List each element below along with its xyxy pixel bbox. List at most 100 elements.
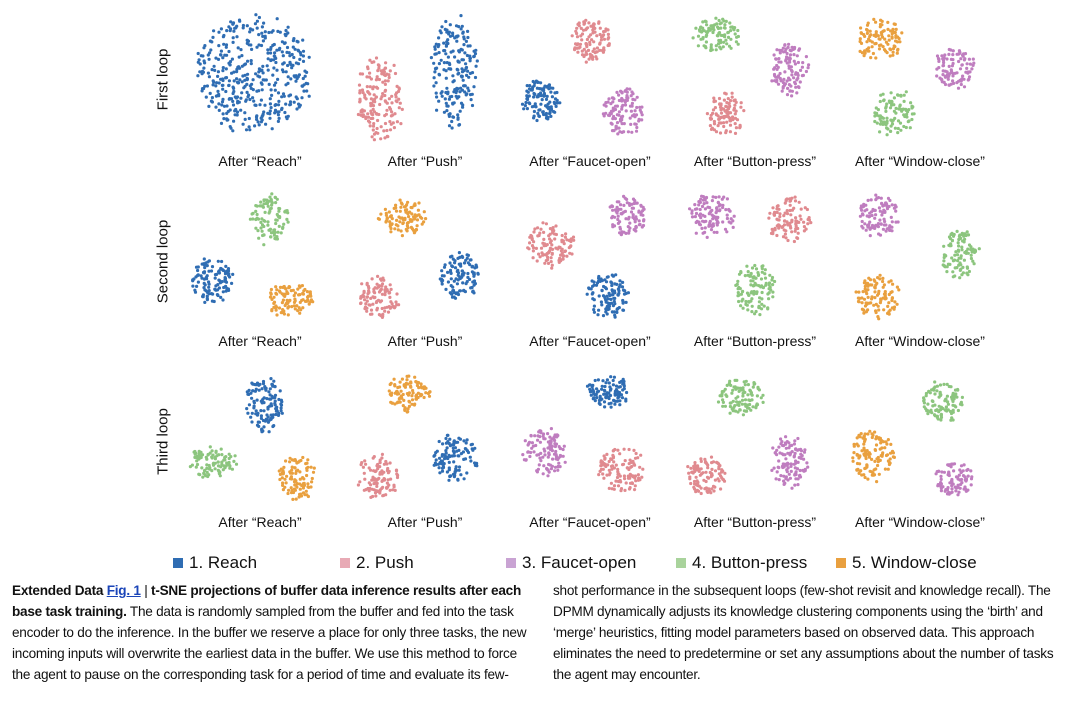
data-point [876, 222, 881, 226]
panel-label: After “Push” [387, 514, 463, 530]
data-point [455, 39, 459, 43]
data-point [621, 280, 625, 284]
data-point [395, 84, 399, 88]
data-point [862, 297, 867, 301]
data-point [379, 212, 383, 216]
data-point [275, 48, 279, 52]
data-point [299, 308, 303, 312]
data-point [716, 114, 720, 118]
data-point [933, 392, 937, 396]
data-point [447, 112, 451, 117]
data-point [866, 477, 870, 481]
data-point [730, 391, 734, 395]
data-point [938, 390, 942, 394]
data-point [215, 293, 219, 297]
data-point [546, 446, 550, 450]
data-point [614, 127, 618, 131]
data-point [266, 407, 270, 411]
data-point [541, 472, 545, 476]
data-point [861, 205, 865, 209]
data-point [732, 214, 736, 218]
data-point [255, 19, 259, 23]
data-point [617, 98, 622, 103]
data-point [462, 69, 466, 73]
data-point [388, 305, 393, 309]
data-point [631, 197, 636, 201]
data-point [532, 114, 536, 118]
data-point [942, 470, 947, 474]
data-point [394, 203, 398, 207]
data-point [951, 79, 955, 83]
data-point [284, 481, 288, 485]
data-point [388, 215, 392, 219]
data-point [550, 437, 554, 441]
data-point [274, 407, 278, 411]
data-point [725, 230, 729, 234]
data-point [400, 377, 404, 381]
data-point [931, 399, 935, 404]
data-point [386, 478, 390, 482]
data-point [239, 108, 243, 112]
data-point [208, 51, 212, 55]
data-point [731, 399, 735, 403]
data-point [862, 453, 867, 457]
data-point [947, 47, 951, 52]
data-point [414, 227, 418, 232]
data-point [884, 123, 888, 127]
data-point [255, 216, 259, 220]
data-point [960, 248, 964, 252]
data-point [892, 96, 897, 100]
data-point [366, 115, 371, 119]
data-point [942, 382, 946, 386]
data-point [551, 226, 555, 230]
data-point [592, 22, 596, 26]
data-point [287, 286, 291, 290]
data-point [793, 62, 798, 66]
data-point [966, 474, 970, 478]
data-point [944, 488, 948, 492]
data-point [278, 207, 282, 211]
data-point [468, 56, 472, 60]
data-point [729, 99, 733, 103]
data-point [704, 40, 709, 44]
figure-link[interactable]: Fig. 1 [106, 583, 141, 598]
data-point [563, 235, 568, 239]
data-point [448, 95, 452, 99]
data-point [461, 78, 465, 82]
data-point [536, 467, 541, 471]
data-point [274, 81, 278, 85]
data-point [439, 459, 443, 463]
legend-swatch [173, 558, 183, 568]
data-point [642, 219, 646, 223]
data-point [900, 31, 904, 35]
data-point [274, 221, 278, 226]
data-point [368, 85, 372, 89]
data-point [696, 483, 700, 488]
cluster-task-1 [520, 79, 562, 123]
data-point [955, 253, 960, 257]
data-point [904, 125, 908, 130]
data-point [889, 29, 893, 33]
data-point [639, 110, 643, 114]
data-point [704, 34, 708, 39]
data-point [444, 441, 448, 445]
data-point [525, 97, 529, 101]
data-point [465, 53, 469, 58]
data-point [455, 86, 459, 90]
data-point [295, 482, 299, 486]
data-point [910, 117, 914, 122]
data-point [392, 306, 397, 310]
scatter-panel [858, 17, 976, 137]
data-point [462, 457, 466, 461]
data-point [558, 101, 562, 105]
data-point [437, 73, 442, 77]
data-point [736, 410, 740, 414]
data-point [444, 101, 448, 105]
data-point [729, 29, 733, 33]
data-point [889, 279, 893, 283]
data-point [270, 297, 274, 301]
data-point [273, 195, 277, 199]
data-point [466, 29, 470, 33]
data-point [957, 244, 961, 248]
data-point [969, 483, 973, 487]
